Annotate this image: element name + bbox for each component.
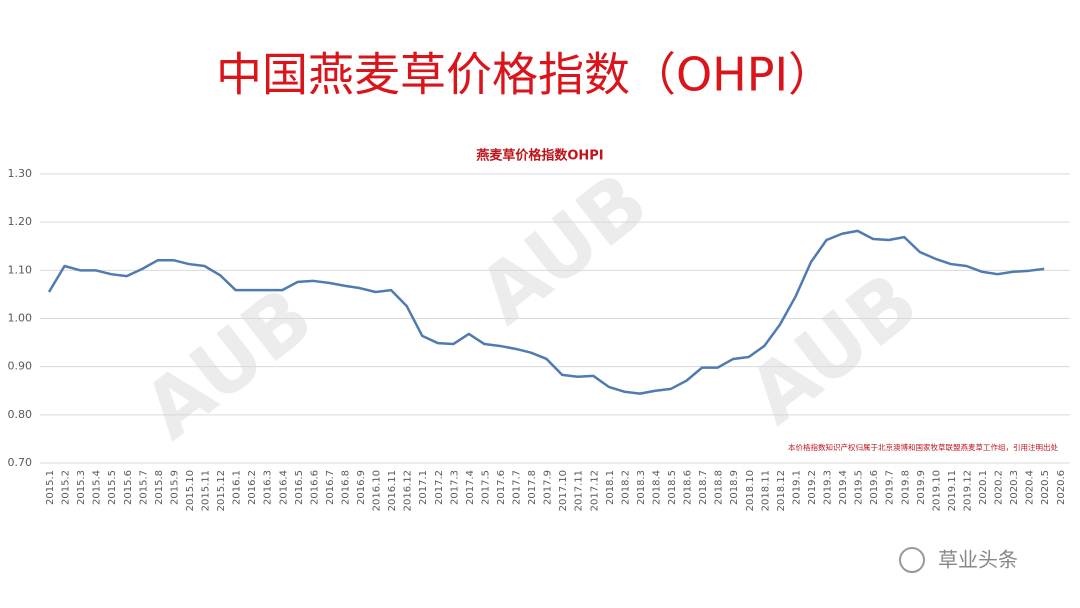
source-badge: 草业头条 [938,548,1018,572]
x-tick-label: 2015.2 [61,470,72,505]
x-tick-label: 2019.9 [916,470,927,505]
x-tick-label: 2016.10 [372,470,383,511]
x-tick-label: 2018.12 [776,470,787,511]
y-tick-label: 0.80 [8,408,33,421]
x-tick-label: 2020.6 [1056,470,1067,505]
x-tick-label: 2018.1 [605,470,616,505]
x-tick-label: 2018.11 [760,470,771,511]
x-tick-label: 2015.5 [107,470,118,505]
x-tick-label: 2018.10 [745,470,756,511]
x-tick-label: 2015.9 [169,470,180,505]
x-tick-label: 2016.8 [340,470,351,505]
y-tick-label: 0.70 [8,456,33,469]
x-tick-label: 2020.4 [1025,470,1036,505]
x-tick-label: 2020.3 [1009,470,1020,505]
x-tick-label: 2017.3 [449,470,460,505]
x-tick-label: 2015.12 [216,470,227,511]
x-tick-label: 2015.3 [76,470,87,505]
x-tick-label: 2018.3 [636,470,647,505]
x-tick-label: 2016.4 [278,470,289,505]
x-tick-label: 2015.6 [123,470,134,505]
x-tick-label: 2015.10 [185,470,196,511]
x-tick-label: 2016.5 [294,470,305,505]
x-tick-label: 2020.1 [978,470,989,505]
x-tick-label: 2016.11 [387,470,398,511]
x-tick-label: 2017.6 [496,470,507,505]
x-tick-label: 2019.7 [885,470,896,505]
x-tick-label: 2018.4 [651,470,662,505]
x-tick-label: 2016.2 [247,470,258,505]
x-tick-label: 2018.5 [667,470,678,505]
y-tick-label: 1.10 [8,263,33,276]
y-tick-label: 1.30 [8,167,33,180]
x-tick-label: 2020.2 [994,470,1005,505]
x-tick-label: 2018.2 [620,470,631,505]
x-tick-label: 2015.4 [92,470,103,505]
x-tick-label: 2019.6 [869,470,880,505]
page-title: 中国燕麦草价格指数（OHPI） [216,48,834,102]
x-tick-label: 2017.10 [558,470,569,511]
x-tick-label: 2017.9 [543,470,554,505]
x-tick-label: 2020.5 [1040,470,1051,505]
x-tick-label: 2016.1 [232,470,243,505]
x-tick-label: 2019.11 [947,470,958,511]
x-tick-label: 2018.6 [683,470,694,505]
x-tick-label: 2018.9 [729,470,740,505]
x-tick-label: 2017.5 [480,470,491,505]
watermarks: AUB AUB AUB [126,155,934,457]
x-tick-label: 2016.9 [356,470,367,505]
x-tick-label: 2015.7 [138,470,149,505]
x-tick-label: 2017.2 [434,470,445,505]
x-tick-label: 2019.4 [838,470,849,505]
x-tick-label: 2019.8 [900,470,911,505]
y-tick-label: 1.20 [8,215,33,228]
x-tick-label: 2019.1 [791,470,802,505]
x-tick-label: 2017.12 [589,470,600,511]
chart-title: 燕麦草价格指数OHPI [476,148,603,164]
watermark: AUB [126,270,329,457]
watermark: AUB [461,155,664,342]
x-tick-label: 2017.1 [418,470,429,505]
x-tick-label: 2019.3 [823,470,834,505]
y-tick-label: 1.00 [8,312,33,325]
x-tick-label: 2016.3 [263,470,274,505]
y-tick-label: 0.90 [8,360,33,373]
x-tick-label: 2019.2 [807,470,818,505]
x-tick-label: 2017.11 [574,470,585,511]
copyright-note: 本价格指数知识产权归属于北京澳博和国家牧草联盟燕麦草工作组，引用注明出处 [788,442,1058,452]
x-tick-label: 2019.5 [854,470,865,505]
x-tick-label: 2015.1 [45,470,56,505]
x-tick-label: 2016.7 [325,470,336,505]
x-tick-label: 2017.4 [465,470,476,505]
x-tick-label: 2016.12 [403,470,414,511]
x-tick-label: 2016.6 [309,470,320,505]
x-tick-label: 2015.8 [154,470,165,505]
data-line [47,229,1045,395]
badge-icon [899,547,925,573]
x-tick-label: 2017.7 [512,470,523,505]
x-tick-label: 2015.11 [201,470,212,511]
x-tick-label: 2019.12 [962,470,973,511]
x-tick-label: 2017.8 [527,470,538,505]
x-tick-label: 2018.8 [714,470,725,505]
x-tick-label: 2018.7 [698,470,709,505]
x-tick-label: 2019.10 [931,470,942,511]
